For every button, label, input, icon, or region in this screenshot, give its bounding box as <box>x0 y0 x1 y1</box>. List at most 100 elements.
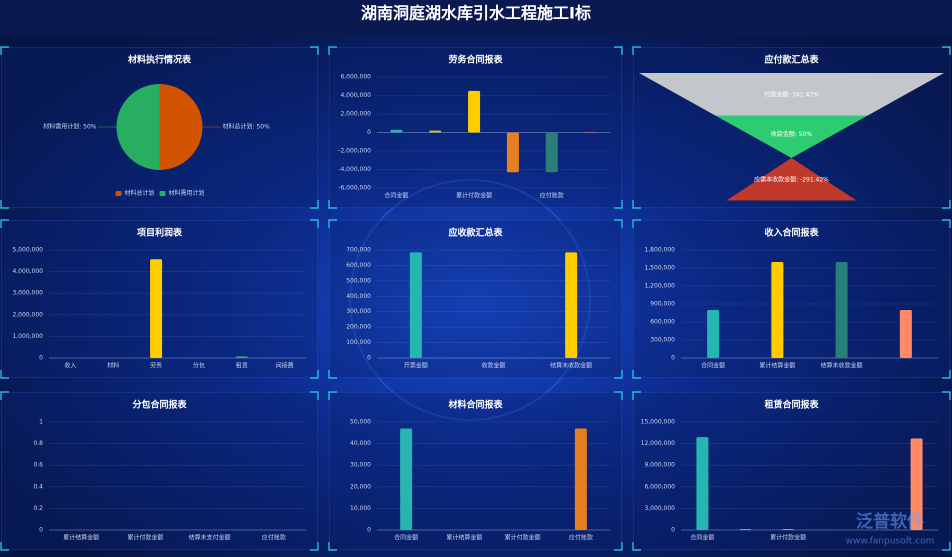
y-tick-label: 5,000,000 <box>12 247 43 254</box>
page-title: 湖南洞庭湖水库引水工程施工I标 <box>361 4 591 23</box>
x-tick-label: 应付账款 <box>569 534 593 542</box>
y-tick-label: 600,000 <box>650 319 675 326</box>
panel-corner <box>614 542 623 551</box>
data-label: 付款金额: 341.42% <box>764 91 819 99</box>
y-tick-label: 0 <box>671 527 675 534</box>
bar <box>429 130 442 133</box>
panel-corner <box>310 370 319 379</box>
panel-corner <box>632 200 641 209</box>
y-tick-label: 200,000 <box>346 324 371 331</box>
y-tick-label: 0 <box>671 355 675 362</box>
x-tick-label: 开票金额 <box>404 362 428 370</box>
x-tick-label: 合同金额 <box>701 362 725 370</box>
chart-title: 应收款汇总表 <box>448 227 503 239</box>
panel-corner <box>942 391 951 400</box>
funnel-segment <box>639 73 944 116</box>
x-tick-label: 累计结算金额 <box>446 534 482 542</box>
header-bar <box>0 0 952 36</box>
panel-corner <box>0 200 9 209</box>
bar <box>782 529 795 530</box>
watermark-url: www.fanpusoft.com <box>846 537 935 547</box>
bar <box>545 132 558 173</box>
data-label: 材料总计划: 50% <box>223 123 271 131</box>
panel <box>329 220 622 378</box>
chart-title: 租赁合同报表 <box>764 399 819 411</box>
y-tick-label: 0.8 <box>33 440 43 447</box>
y-tick-label: 300,000 <box>650 337 675 344</box>
chart-title: 材料合同报表 <box>447 399 503 411</box>
x-tick-label: 累计付款金额 <box>456 192 492 200</box>
x-tick-label: 应付账款 <box>540 192 564 200</box>
y-tick-label: 0 <box>367 527 371 534</box>
x-tick-label: 分包 <box>193 362 205 370</box>
panel-corner <box>632 46 641 55</box>
panel-corner <box>328 391 337 400</box>
panel-corner <box>0 46 9 55</box>
y-tick-label: 2,000,000 <box>12 311 43 318</box>
legend-label: 材料需用计划 <box>169 189 205 197</box>
legend-swatch <box>115 191 122 196</box>
bar <box>707 310 720 358</box>
bar <box>835 262 848 358</box>
y-tick-label: 0 <box>367 129 371 136</box>
x-tick-label: 合同金额 <box>384 192 408 200</box>
x-tick-label: 材料 <box>107 362 119 370</box>
bar <box>574 428 587 530</box>
panel-corner <box>632 370 641 379</box>
panel-corner <box>310 200 319 209</box>
panel-corner <box>310 542 319 551</box>
chart-title: 分包合同报表 <box>132 399 187 411</box>
panel-corner <box>328 542 337 551</box>
funnel-segment <box>715 115 868 158</box>
panel <box>329 392 622 550</box>
x-tick-label: 累计付款金额 <box>505 534 541 542</box>
panel <box>633 220 950 378</box>
chart-title: 收入合同报表 <box>764 227 819 239</box>
bar <box>390 129 403 133</box>
panel-corner <box>942 370 951 379</box>
bar <box>899 310 912 358</box>
data-label: 收款金额: 50% <box>771 130 813 138</box>
x-tick-label: 应付账款 <box>262 534 286 542</box>
x-tick-label: 间接费 <box>276 362 294 370</box>
y-tick-label: 400,000 <box>346 293 371 300</box>
panel-corner <box>942 542 951 551</box>
panel-corner <box>0 219 9 228</box>
panel-corner <box>614 46 623 55</box>
x-tick-label: 累计付款金额 <box>127 534 163 542</box>
panel-corner <box>0 542 9 551</box>
y-tick-label: 900,000 <box>650 301 675 308</box>
panel <box>1 392 318 550</box>
y-tick-label: 3,000,000 <box>644 505 675 512</box>
legend-label: 材料总计划 <box>125 189 155 197</box>
y-tick-label: 40,000 <box>350 440 371 447</box>
x-tick-label: 合同金额 <box>394 534 418 542</box>
x-tick-label: 结算未收款金额 <box>821 362 863 370</box>
x-tick-label: 合同金额 <box>690 534 714 542</box>
bar <box>739 529 752 530</box>
chart-title: 劳务合同报表 <box>448 54 503 66</box>
legend-swatch <box>159 191 166 196</box>
y-tick-label: 300,000 <box>346 308 371 315</box>
panel-corner <box>328 219 337 228</box>
x-tick-label: 租赁 <box>236 362 248 370</box>
bar <box>150 259 163 358</box>
watermark-name: 泛普软件 <box>856 511 924 532</box>
y-tick-label: 9,000,000 <box>644 462 675 469</box>
x-tick-label: 收入 <box>64 362 76 370</box>
x-tick-label: 劳务 <box>150 362 162 370</box>
chart-title: 项目利润表 <box>137 227 183 239</box>
y-tick-label: -2,000,000 <box>338 148 371 155</box>
y-tick-label: 0 <box>39 355 43 362</box>
y-tick-label: 500,000 <box>346 277 371 284</box>
bar <box>771 262 784 358</box>
chart-title: 材料执行情况表 <box>127 54 192 66</box>
panel-corner <box>632 219 641 228</box>
y-tick-label: 0.6 <box>33 462 43 469</box>
y-tick-label: 50,000 <box>350 419 371 426</box>
bar <box>910 438 923 530</box>
panel-corner <box>614 219 623 228</box>
y-tick-label: 1 <box>39 419 43 426</box>
